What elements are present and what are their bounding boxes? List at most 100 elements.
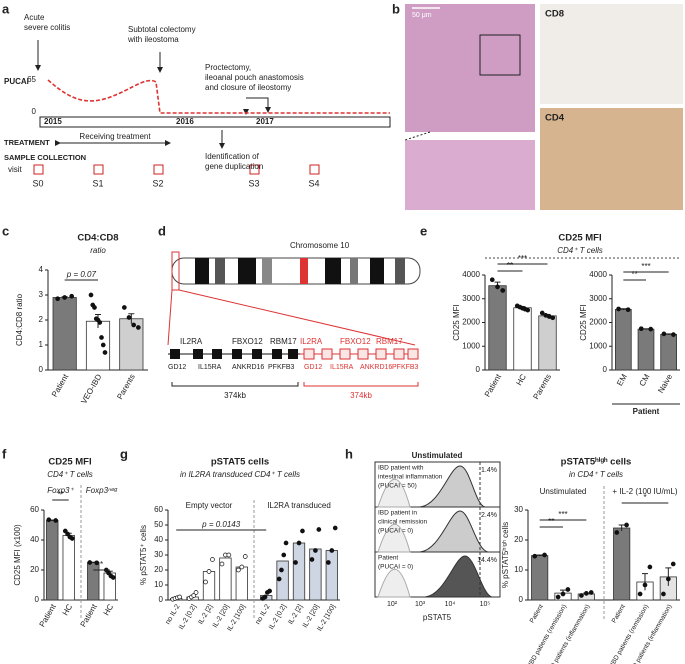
y-tick-label: 1000 bbox=[589, 341, 607, 350]
annotation: p = 0.07 bbox=[66, 270, 97, 279]
data-point bbox=[665, 576, 671, 582]
y-axis-label: % pSTAT5ʰⁱᵍʰ cells bbox=[501, 522, 510, 588]
stain-label: CD4 bbox=[545, 113, 565, 124]
group-label: Unstimulated bbox=[540, 487, 587, 496]
data-point bbox=[661, 591, 666, 597]
y-tick-label: 65 bbox=[27, 75, 36, 84]
y-tick-label: 3000 bbox=[589, 294, 607, 303]
x-tick-label: Patient bbox=[529, 603, 545, 624]
data-point bbox=[239, 564, 245, 570]
chart-title: CD4:CD8 bbox=[77, 233, 118, 244]
data-point bbox=[539, 310, 545, 316]
data-point bbox=[614, 530, 620, 535]
bar bbox=[488, 285, 507, 371]
panel-label: a bbox=[2, 1, 10, 16]
y-tick-label: 2000 bbox=[589, 318, 607, 327]
data-point bbox=[242, 554, 248, 559]
event-text: Acute bbox=[24, 13, 45, 22]
data-point bbox=[637, 591, 643, 597]
panel-label: e bbox=[420, 223, 427, 238]
annotation: ** bbox=[57, 490, 63, 499]
data-point bbox=[579, 593, 584, 598]
x-tick-label: IL-2 [2] bbox=[197, 603, 214, 625]
data-point bbox=[670, 561, 676, 567]
data-point bbox=[525, 307, 531, 313]
visit: S1 bbox=[92, 178, 103, 188]
data-point bbox=[46, 517, 52, 523]
data-point bbox=[191, 593, 197, 598]
data-point bbox=[69, 536, 75, 541]
data-point bbox=[203, 579, 208, 585]
data-point bbox=[206, 569, 212, 574]
data-point bbox=[53, 518, 59, 523]
data-point bbox=[97, 320, 103, 325]
axis-label: PUCAI bbox=[4, 77, 29, 86]
group-label: IL2RA transduced bbox=[267, 501, 331, 510]
gene-label: RBM17 bbox=[376, 337, 403, 346]
bar bbox=[87, 562, 100, 601]
data-point bbox=[326, 560, 331, 565]
data-point bbox=[94, 560, 100, 566]
y-axis-label: CD4:CD8 ratio bbox=[15, 293, 24, 346]
flow-pct: 2.4% bbox=[481, 512, 497, 519]
bar bbox=[46, 520, 59, 601]
y-tick-label: 0 bbox=[519, 595, 524, 604]
annotation: * bbox=[100, 560, 103, 569]
bar bbox=[660, 333, 678, 371]
size-label: 374kb bbox=[224, 391, 246, 400]
panel-label: c bbox=[2, 223, 9, 238]
scale-bar: 50 μm bbox=[412, 12, 432, 19]
data-point bbox=[69, 293, 75, 299]
y-tick-label: 0 bbox=[476, 365, 481, 374]
y-axis-label: CD25 MFI bbox=[452, 304, 461, 340]
y-tick-label: 50 bbox=[154, 520, 163, 529]
chromosome-drawing bbox=[167, 251, 421, 387]
gene-label: PFKFB3 bbox=[392, 364, 419, 371]
data-point bbox=[532, 553, 538, 559]
flow-drawing bbox=[374, 461, 501, 598]
annotation: *** bbox=[558, 510, 567, 519]
data-point bbox=[588, 590, 594, 595]
gene-label: IL15RA bbox=[330, 364, 354, 371]
gene-label: GD12 bbox=[304, 364, 322, 371]
y-tick-label: 2 bbox=[39, 315, 44, 324]
data-point bbox=[565, 587, 571, 592]
y-tick-label: 20 bbox=[514, 535, 523, 544]
panel-label: f bbox=[2, 446, 7, 461]
flow-row-label: (PUCAI = 0) bbox=[378, 528, 413, 535]
x-tick-label: VEO-IBD bbox=[79, 372, 103, 405]
data-point bbox=[102, 350, 108, 355]
chart-subtitle: in IL2RA transduced CD4⁺ T cells bbox=[180, 470, 300, 479]
y-tick-label: 0 bbox=[32, 107, 37, 116]
visit-icons bbox=[33, 164, 320, 175]
x-tick-label: 10⁴ bbox=[445, 601, 456, 608]
visit: S2 bbox=[152, 178, 163, 188]
data-point bbox=[99, 335, 104, 340]
flow-pct: 1.4% bbox=[481, 467, 497, 474]
gene-label: FBXO12 bbox=[232, 337, 263, 346]
x-tick-label: 10³ bbox=[415, 601, 426, 608]
data-point bbox=[638, 326, 644, 332]
data-point bbox=[135, 325, 141, 330]
event-text: Subtotal colectomy bbox=[128, 25, 196, 34]
data-point bbox=[316, 527, 322, 532]
gene-label: IL2RA bbox=[300, 337, 323, 346]
event-text: and closure of ileostomy bbox=[205, 83, 291, 92]
data-point bbox=[555, 594, 561, 600]
group-label: Foxp3⁺ bbox=[47, 486, 74, 495]
stain-label: CD8 bbox=[545, 9, 564, 20]
data-point bbox=[625, 307, 631, 313]
visit-label: visit bbox=[8, 165, 23, 174]
event-text: Identification of bbox=[205, 152, 260, 161]
data-point bbox=[542, 552, 547, 558]
x-tick-label: Naive bbox=[656, 372, 674, 395]
row-label: TREATMENT bbox=[4, 138, 50, 147]
data-point bbox=[126, 315, 132, 320]
panel-label: b bbox=[392, 1, 400, 16]
data-point bbox=[131, 322, 137, 328]
group-label: + IL-2 (100 IU/mL) bbox=[612, 487, 677, 496]
data-point bbox=[55, 296, 61, 302]
annotation: * bbox=[643, 493, 646, 502]
data-point bbox=[110, 575, 116, 580]
flow-row-label: (PUCAI = 0) bbox=[378, 564, 413, 571]
